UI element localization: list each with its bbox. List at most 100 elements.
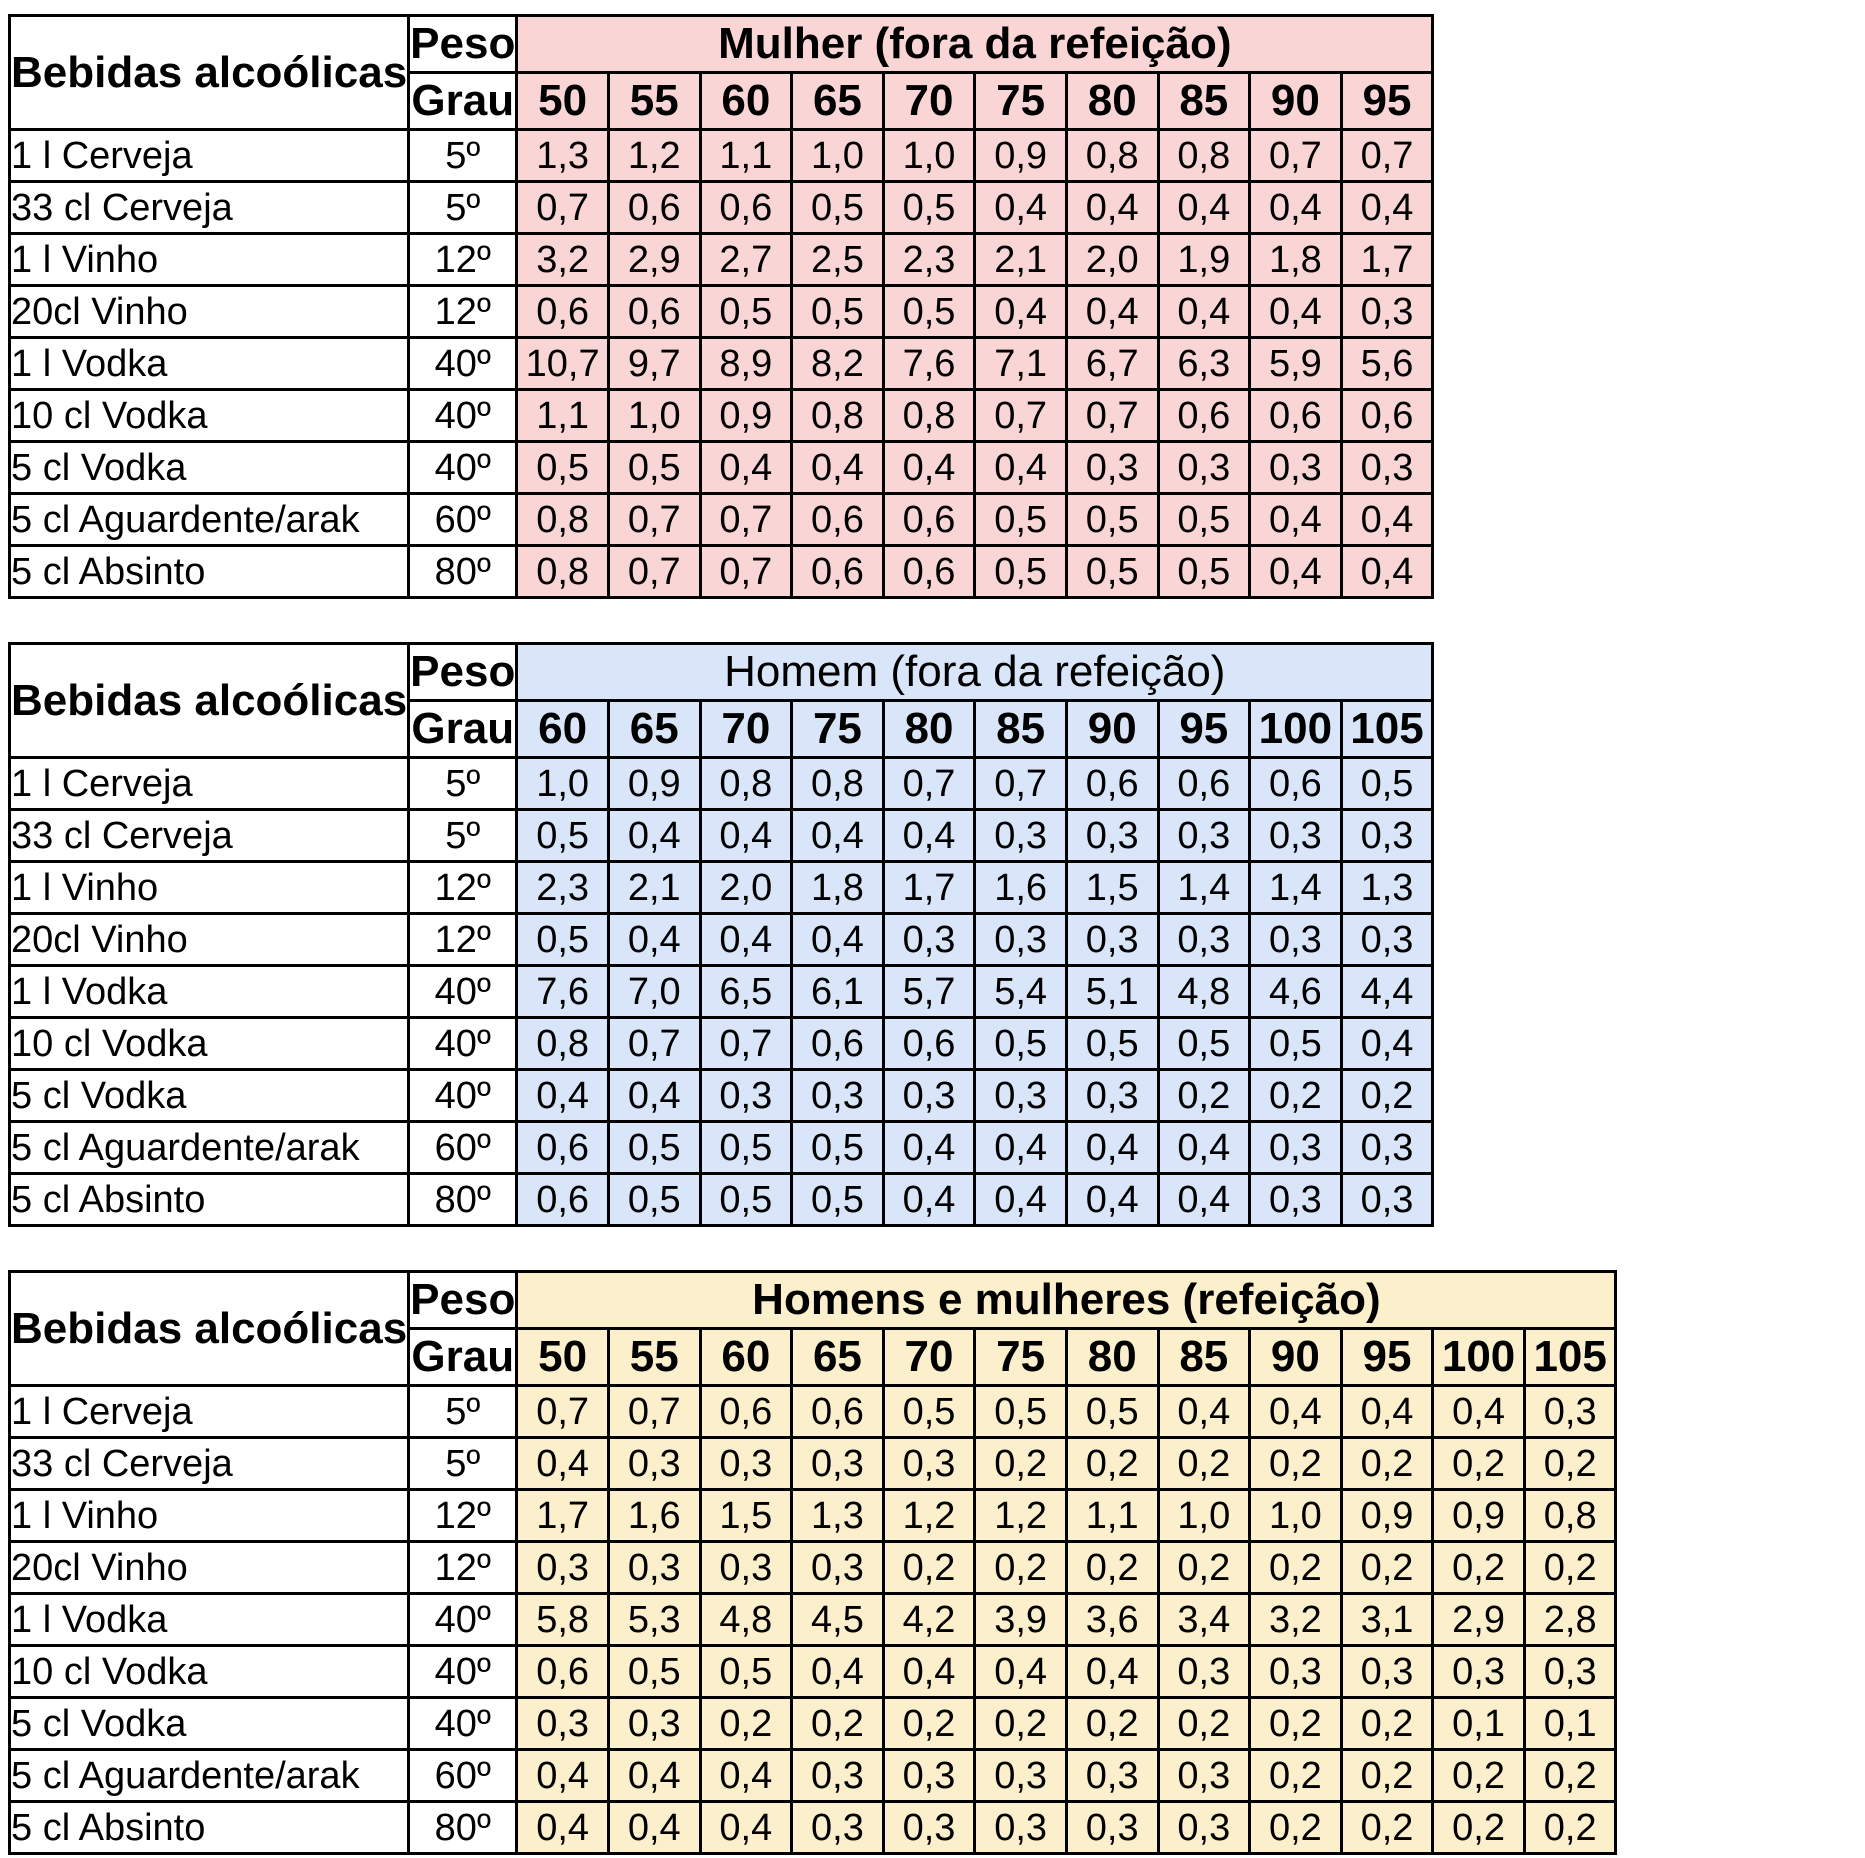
bac-value: 0,4 bbox=[973, 284, 1068, 339]
bac-value: 0,7 bbox=[606, 1384, 702, 1439]
bac-value: 0,4 bbox=[790, 808, 885, 863]
bac-value: 0,3 bbox=[1339, 1644, 1435, 1699]
bac-value: 0,4 bbox=[881, 808, 977, 863]
bac-value: 1,7 bbox=[515, 1488, 610, 1543]
bac-value: 0,3 bbox=[1064, 912, 1160, 967]
alcohol-degree: 5º bbox=[407, 1384, 519, 1439]
alcohol-degree: 5º bbox=[407, 180, 519, 235]
alcohol-degree: 5º bbox=[407, 756, 519, 811]
weight-header: 50 bbox=[515, 71, 610, 131]
bac-value: 0,3 bbox=[1064, 1068, 1160, 1123]
bac-value: 9,7 bbox=[606, 336, 702, 391]
bac-value: 0,7 bbox=[881, 756, 977, 811]
bac-value: 0,3 bbox=[1156, 1644, 1252, 1699]
table-row: 5 cl Absinto 80º 0,6 0,5 0,5 0,5 0,4 0,4 0,4 0,4 0… bbox=[7, 1172, 1435, 1227]
drink-name: 5 cl Aguardente/arak bbox=[7, 492, 411, 547]
alcohol-degree: 12º bbox=[407, 1488, 519, 1543]
bac-value: 0,3 bbox=[1339, 1172, 1435, 1227]
bac-value: 0,4 bbox=[1156, 1172, 1252, 1227]
bac-value: 0,4 bbox=[1156, 284, 1252, 339]
bac-value: 0,2 bbox=[973, 1436, 1068, 1491]
bac-value: 0,3 bbox=[790, 1436, 885, 1491]
bac-value: 4,8 bbox=[698, 1592, 794, 1647]
alcohol-degree: 80º bbox=[407, 1800, 519, 1855]
alcohol-degree: 60º bbox=[407, 1120, 519, 1175]
bac-value: 0,5 bbox=[1064, 1016, 1160, 1071]
bac-value: 0,4 bbox=[1064, 1120, 1160, 1175]
bac-value: 1,8 bbox=[790, 860, 885, 915]
alcohol-degree: 80º bbox=[407, 544, 519, 599]
bac-value: 0,3 bbox=[790, 1068, 885, 1123]
bac-value: 1,5 bbox=[1064, 860, 1160, 915]
bac-value: 2,9 bbox=[1431, 1592, 1526, 1647]
bac-value: 0,4 bbox=[1156, 1120, 1252, 1175]
bac-value: 0,4 bbox=[1156, 1384, 1252, 1439]
bac-value: 1,0 bbox=[790, 128, 885, 183]
bac-value: 0,2 bbox=[698, 1696, 794, 1751]
bac-value: 0,3 bbox=[790, 1748, 885, 1803]
alcohol-degree: 5º bbox=[407, 808, 519, 863]
bac-value: 0,4 bbox=[790, 440, 885, 495]
alcohol-degree: 40º bbox=[407, 964, 519, 1019]
bac-value: 0,5 bbox=[606, 1644, 702, 1699]
alcohol-degree: 12º bbox=[407, 1540, 519, 1595]
bac-value: 1,2 bbox=[973, 1488, 1068, 1543]
bac-value: 0,2 bbox=[1522, 1748, 1618, 1803]
weight-header: 50 bbox=[515, 1327, 610, 1387]
alcohol-degree: 60º bbox=[407, 1748, 519, 1803]
bac-value: 0,7 bbox=[606, 1016, 702, 1071]
bac-value: 4,8 bbox=[1156, 964, 1252, 1019]
bac-value: 0,3 bbox=[1248, 808, 1343, 863]
weight-row: Grau 60 65 70 75 80 85 90 95 100 105 bbox=[10, 699, 1435, 759]
bac-value: 0,4 bbox=[790, 1644, 885, 1699]
bac-value: 0,4 bbox=[881, 1120, 977, 1175]
bac-value: 5,8 bbox=[515, 1592, 610, 1647]
drink-name: 20cl Vinho bbox=[7, 284, 411, 339]
bac-value: 0,2 bbox=[1064, 1436, 1160, 1491]
bac-value: 3,1 bbox=[1339, 1592, 1435, 1647]
weight-header: 95 bbox=[1339, 1327, 1435, 1387]
bac-value: 1,5 bbox=[698, 1488, 794, 1543]
bac-value: 1,1 bbox=[515, 388, 610, 443]
bac-value: 6,5 bbox=[698, 964, 794, 1019]
bac-value: 4,5 bbox=[790, 1592, 885, 1647]
bac-value: 0,2 bbox=[1248, 1436, 1343, 1491]
table-row: 5 cl Aguardente/arak 60º 0,4 0,4 0,4 0,3 0,3 0,… bbox=[7, 1748, 1618, 1803]
table-row: 33 cl Cerveja 5º 0,7 0,6 0,6 0,5 0,5 0,4 0,4 0,4 0… bbox=[7, 180, 1435, 235]
bac-value: 0,2 bbox=[1339, 1748, 1435, 1803]
bac-value: 2,5 bbox=[790, 232, 885, 287]
drink-name: 33 cl Cerveja bbox=[7, 1436, 411, 1491]
bac-value: 0,2 bbox=[1522, 1540, 1618, 1595]
bac-value: 0,6 bbox=[881, 544, 977, 599]
alcohol-degree: 40º bbox=[407, 440, 519, 495]
bac-value: 0,2 bbox=[790, 1696, 885, 1751]
bac-value: 0,3 bbox=[1064, 808, 1160, 863]
bac-value: 0,3 bbox=[973, 808, 1068, 863]
bac-value: 0,6 bbox=[1248, 756, 1343, 811]
bac-value: 0,5 bbox=[973, 1384, 1068, 1439]
weight-header: 60 bbox=[698, 1327, 794, 1387]
bac-value: 0,3 bbox=[790, 1800, 885, 1855]
bac-value: 7,1 bbox=[973, 336, 1068, 391]
bac-value: 0,9 bbox=[1339, 1488, 1435, 1543]
bac-value: 0,5 bbox=[1064, 1384, 1160, 1439]
bac-value: 0,4 bbox=[1156, 180, 1252, 235]
table-row: 1 l Vinho 12º 1,7 1,6 1,5 1,3 1,2 1,2 1,1 1,0 1,0 0… bbox=[7, 1488, 1618, 1543]
table-row: 1 l Vodka 40º 10,7 9,7 8,9 8,2 7,6 7,1 6,7 6,3 5,9… bbox=[7, 336, 1435, 391]
bac-value: 3,9 bbox=[973, 1592, 1068, 1647]
bac-value: 0,3 bbox=[973, 1068, 1068, 1123]
bac-value: 0,4 bbox=[515, 1800, 610, 1855]
weight-header: 70 bbox=[698, 699, 794, 759]
bac-value: 0,4 bbox=[1248, 544, 1343, 599]
peso-header: Peso bbox=[407, 1270, 519, 1330]
drink-name: 1 l Cerveja bbox=[7, 128, 411, 183]
drink-name: 5 cl Vodka bbox=[7, 1696, 411, 1751]
bac-value: 0,4 bbox=[515, 1436, 610, 1491]
bac-value: 0,4 bbox=[606, 1068, 702, 1123]
bac-value: 0,7 bbox=[698, 544, 794, 599]
drink-name: 10 cl Vodka bbox=[7, 1016, 411, 1071]
bac-value: 8,9 bbox=[698, 336, 794, 391]
bac-value: 0,6 bbox=[1339, 388, 1435, 443]
bac-value: 0,8 bbox=[1064, 128, 1160, 183]
bac-value: 0,1 bbox=[1522, 1696, 1618, 1751]
